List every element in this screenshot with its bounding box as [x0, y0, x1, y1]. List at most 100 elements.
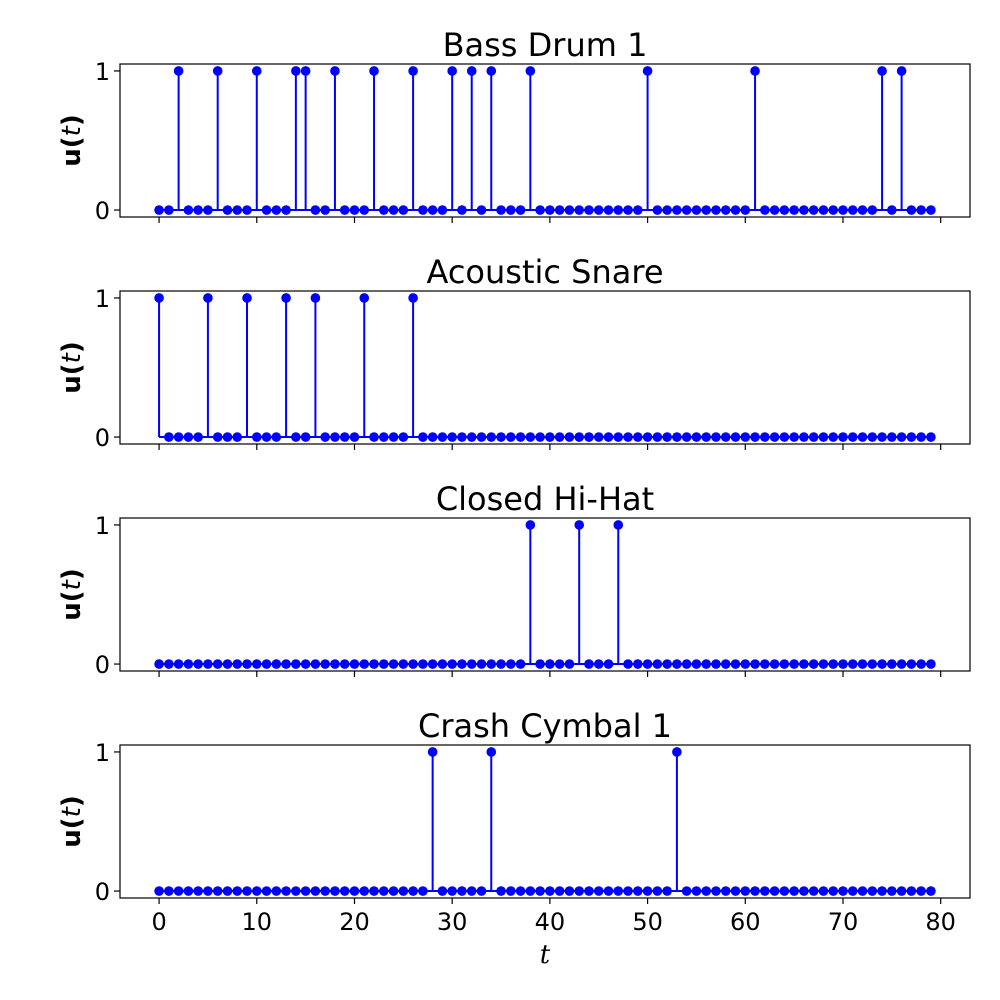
- stem-marker-off: [926, 886, 936, 896]
- stem-marker-off: [457, 205, 467, 215]
- stem-marker-off: [242, 659, 252, 669]
- stem-marker-off: [183, 205, 194, 215]
- stem-marker-off: [447, 432, 457, 442]
- stem-marker-off: [203, 205, 213, 215]
- stem-marker-off: [642, 659, 653, 669]
- stem-marker-off: [388, 659, 399, 669]
- stem-marker-off: [652, 886, 663, 896]
- stem-marker-off: [887, 205, 897, 215]
- stem-marker-off: [857, 432, 868, 442]
- stem-marker-off: [408, 886, 418, 896]
- stem-marker-on: [408, 293, 418, 303]
- stem-marker-off: [564, 886, 575, 896]
- x-tick-label: 10: [242, 908, 273, 936]
- stem-marker-off: [867, 886, 878, 896]
- stem-marker-off: [535, 659, 545, 669]
- stem-marker-off: [222, 205, 233, 215]
- stem-marker-off: [486, 432, 497, 442]
- stem-marker-off: [535, 886, 545, 896]
- stem-marker-off: [193, 432, 203, 442]
- stem-marker-on: [486, 66, 497, 76]
- stem-marker-off: [730, 659, 741, 669]
- stem-marker-off: [926, 659, 936, 669]
- stem-marker-on: [242, 293, 252, 303]
- stem-marker-off: [662, 659, 672, 669]
- stem-marker-off: [799, 659, 809, 669]
- stem-marker-off: [193, 205, 203, 215]
- panel-2: Acoustic Snare 0 1 u(t): [57, 253, 971, 452]
- stem-marker-on: [877, 66, 887, 76]
- stem-marker-off: [437, 432, 448, 442]
- stem-marker-off: [691, 432, 702, 442]
- stem-marker-off: [193, 659, 203, 669]
- y-tick-label: 1: [95, 739, 110, 767]
- stem-marker-off: [818, 659, 829, 669]
- stem-marker-off: [271, 886, 282, 896]
- stem-marker-off: [867, 659, 878, 669]
- stem-marker-off: [388, 886, 399, 896]
- panel-title: Closed Hi-Hat: [436, 480, 654, 518]
- stem-marker-off: [545, 432, 555, 442]
- stem-marker-off: [847, 886, 858, 896]
- stem-marker-off: [466, 886, 477, 896]
- stem-marker-off: [613, 205, 624, 215]
- stem-marker-off: [584, 205, 594, 215]
- stem-marker-off: [926, 205, 936, 215]
- stem-marker-off: [242, 886, 252, 896]
- stem-marker-off: [232, 659, 243, 669]
- stem-marker-off: [564, 659, 575, 669]
- stem-marker-off: [681, 886, 692, 896]
- stem-marker-on: [427, 747, 438, 757]
- stem-marker-on: [359, 293, 370, 303]
- stem-marker-on: [672, 747, 682, 757]
- stem-marker-on: [896, 66, 907, 76]
- stem-marker-off: [212, 659, 223, 669]
- stem-marker-off: [378, 659, 389, 669]
- stem-marker-off: [750, 886, 760, 896]
- stem-marker-off: [545, 659, 555, 669]
- stem-marker-off: [388, 205, 399, 215]
- y-axis-label: u(t): [57, 568, 87, 621]
- stem-marker-off: [154, 886, 164, 896]
- stem-marker-off: [887, 432, 897, 442]
- stem-marker-off: [720, 432, 731, 442]
- stem-marker-on: [613, 520, 624, 530]
- stem-marker-on: [447, 66, 457, 76]
- stem-marker-off: [359, 205, 370, 215]
- stem-marker-off: [711, 886, 721, 896]
- stem-marker-off: [506, 205, 516, 215]
- stem-marker-on: [281, 293, 291, 303]
- stem-marker-off: [613, 432, 624, 442]
- stem-marker-off: [896, 886, 907, 896]
- stem-marker-off: [720, 205, 731, 215]
- stem-marker-off: [164, 659, 174, 669]
- stem-marker-off: [330, 659, 340, 669]
- stem-marker-off: [183, 886, 194, 896]
- stem-marker-off: [476, 432, 487, 442]
- stem-marker-off: [750, 432, 760, 442]
- y-axis-label: u(t): [57, 795, 87, 848]
- stem-marker-off: [887, 886, 897, 896]
- stem-marker-off: [330, 886, 340, 896]
- stem-marker-off: [623, 432, 633, 442]
- axes-frame: [119, 290, 971, 445]
- stem-marker-off: [760, 659, 770, 669]
- stem-marker-off: [320, 205, 330, 215]
- stem-marker-off: [427, 205, 438, 215]
- stem-marker-off: [300, 432, 311, 442]
- stem-marker-off: [183, 659, 194, 669]
- stem-marker-off: [779, 886, 790, 896]
- stem-marker-off: [652, 659, 663, 669]
- stem-marker-on: [408, 66, 418, 76]
- stem-marker-off: [701, 886, 712, 896]
- stem-marker-off: [847, 205, 858, 215]
- stem-marker-off: [730, 886, 741, 896]
- stem-marker-on: [525, 66, 536, 76]
- stem-marker-off: [554, 886, 565, 896]
- panel-3: Closed Hi-Hat 0 1 u(t): [57, 480, 971, 679]
- stem-marker-off: [437, 659, 448, 669]
- stem-marker-off: [535, 205, 545, 215]
- stem-marker-off: [349, 659, 360, 669]
- stem-marker-off: [369, 432, 379, 442]
